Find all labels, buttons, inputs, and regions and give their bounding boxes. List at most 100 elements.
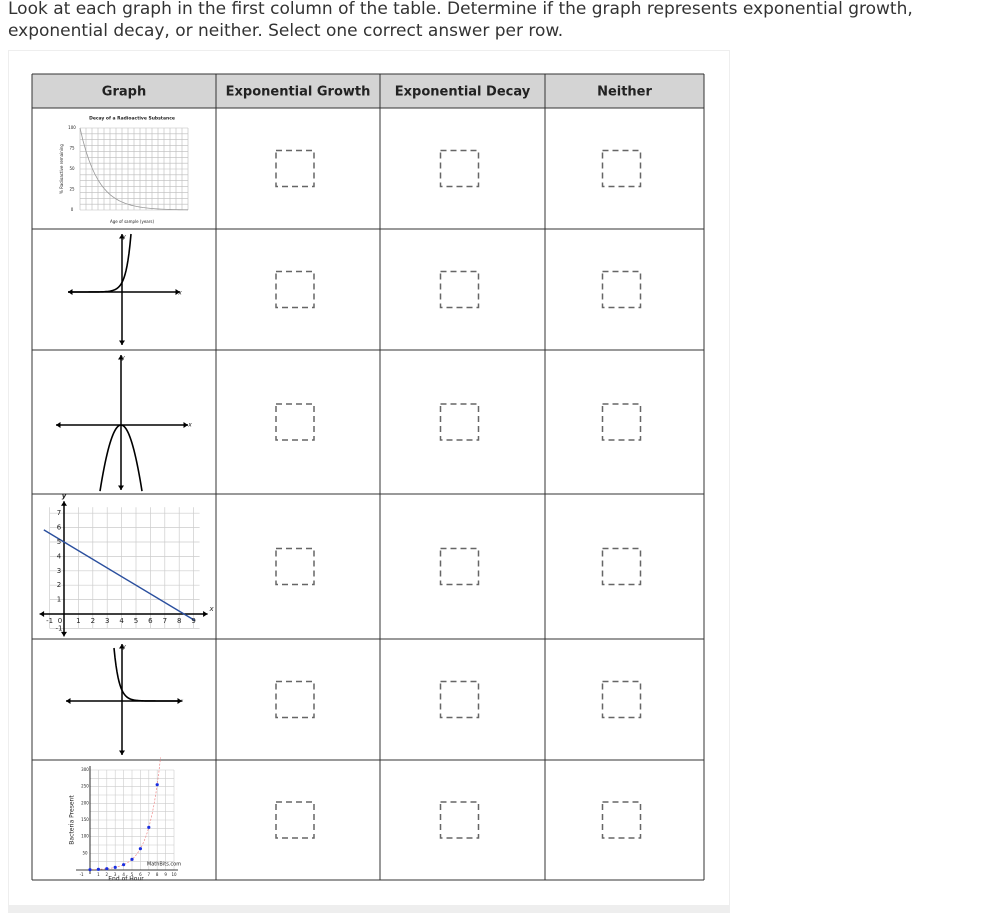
point <box>147 825 151 829</box>
answer-checkbox[interactable] <box>601 270 642 309</box>
graph-label: 100 <box>81 834 89 839</box>
graph-label: 250 <box>81 784 89 789</box>
panel-footer <box>8 905 730 913</box>
axis-arrow <box>119 644 125 649</box>
graph-label: 150 <box>81 817 89 822</box>
graph-label: y <box>121 234 126 241</box>
answer-checkbox[interactable] <box>275 149 315 188</box>
axis-arrow <box>203 611 208 617</box>
answer-checkbox[interactable] <box>601 547 642 586</box>
answer-checkbox[interactable] <box>275 680 315 719</box>
answer-checkbox[interactable] <box>439 403 480 441</box>
graph-label: 3 <box>114 872 117 877</box>
answer-checkbox[interactable] <box>275 547 315 586</box>
axis-arrow <box>119 234 125 239</box>
line <box>43 529 196 622</box>
graph-label: 6 <box>139 872 142 877</box>
point <box>130 857 134 861</box>
axis-arrow <box>56 422 61 428</box>
graph-label: 25 <box>69 187 75 192</box>
graph-label: 9 <box>164 872 167 877</box>
graph-label: 4 <box>119 617 124 625</box>
graph-label: End of Hour <box>108 876 144 883</box>
point <box>155 783 159 787</box>
graph-label: 6 <box>148 617 153 625</box>
graph-label: 3 <box>57 567 61 575</box>
graph-label: 7 <box>57 509 61 517</box>
point <box>113 865 117 869</box>
axis-arrow <box>66 698 71 704</box>
graph-label: y <box>62 492 67 500</box>
answer-checkbox[interactable] <box>439 801 480 839</box>
answer-checkbox[interactable] <box>275 403 315 441</box>
answer-checkbox[interactable] <box>601 149 642 188</box>
graph-label: 300 <box>81 767 89 772</box>
graph-label: 5 <box>57 538 61 546</box>
graph-label: Bacteria Present <box>69 795 76 845</box>
graph-label: 50 <box>69 166 75 171</box>
answer-checkbox[interactable] <box>439 149 480 188</box>
axis-arrow <box>39 611 45 617</box>
graph-label: 2 <box>106 872 109 877</box>
trend-curve <box>89 757 161 871</box>
graph-label: 200 <box>81 800 89 805</box>
graph-label: -1 <box>80 872 84 877</box>
graph-label: x <box>177 290 182 297</box>
axis-arrow <box>119 340 125 345</box>
graph-label: 1 <box>76 617 80 625</box>
curve <box>67 233 132 293</box>
curve <box>113 647 180 702</box>
graph-label: x <box>187 422 192 429</box>
graph-label: Age of sample (years) <box>110 219 155 224</box>
column-header: Neither <box>597 85 652 100</box>
answer-checkbox[interactable] <box>601 801 642 839</box>
header-row <box>32 74 704 108</box>
axis-arrow <box>175 289 180 295</box>
graph-label: y <box>121 644 126 651</box>
answer-checkbox[interactable] <box>601 680 642 719</box>
graph-label: 1 <box>57 596 61 604</box>
curve <box>99 424 143 492</box>
point <box>122 863 126 867</box>
axis-arrow <box>61 501 67 506</box>
graph-label: 7 <box>148 872 151 877</box>
column-header: Graph <box>102 85 146 100</box>
graph-label: 4 <box>122 872 125 877</box>
answer-checkbox[interactable] <box>275 270 315 309</box>
graph-label: 2 <box>91 617 95 625</box>
point <box>96 867 100 871</box>
graph-label: 3 <box>105 617 109 625</box>
axis-arrow <box>183 422 188 428</box>
graph-label: x <box>209 605 215 613</box>
column-header: Exponential Decay <box>395 85 531 100</box>
graph-label: 2 <box>57 581 61 589</box>
decay-curve <box>79 127 189 211</box>
graph-label: 7 <box>163 617 167 625</box>
axis-arrow <box>119 750 125 755</box>
answer-checkbox[interactable] <box>439 680 480 719</box>
graph-label: 5 <box>134 617 138 625</box>
axis-arrow <box>61 631 67 637</box>
point <box>88 868 92 872</box>
axis-arrow <box>118 485 124 490</box>
answer-checkbox[interactable] <box>275 801 315 839</box>
graph-label: 4 <box>57 552 62 560</box>
point <box>138 847 142 851</box>
graph-label: 0 <box>71 207 74 212</box>
graph-label: 10 <box>171 872 177 877</box>
graph-label: 75 <box>69 146 75 151</box>
graph-label: 50 <box>82 850 88 855</box>
graph-label: 8 <box>177 617 181 625</box>
answer-checkbox[interactable] <box>439 547 480 586</box>
instructions: Look at each graph in the first column o… <box>8 0 913 41</box>
graph-label: % Radioactive remaining <box>59 144 64 194</box>
graph-label: x <box>180 698 184 703</box>
answer-checkbox[interactable] <box>439 270 480 309</box>
graph-label: 9 <box>191 617 195 625</box>
point <box>105 867 109 871</box>
graph-label: 6 <box>57 524 62 532</box>
graph-label: -1 <box>56 624 63 632</box>
graph-label: 100 <box>68 125 76 130</box>
answer-checkbox[interactable] <box>601 403 642 441</box>
